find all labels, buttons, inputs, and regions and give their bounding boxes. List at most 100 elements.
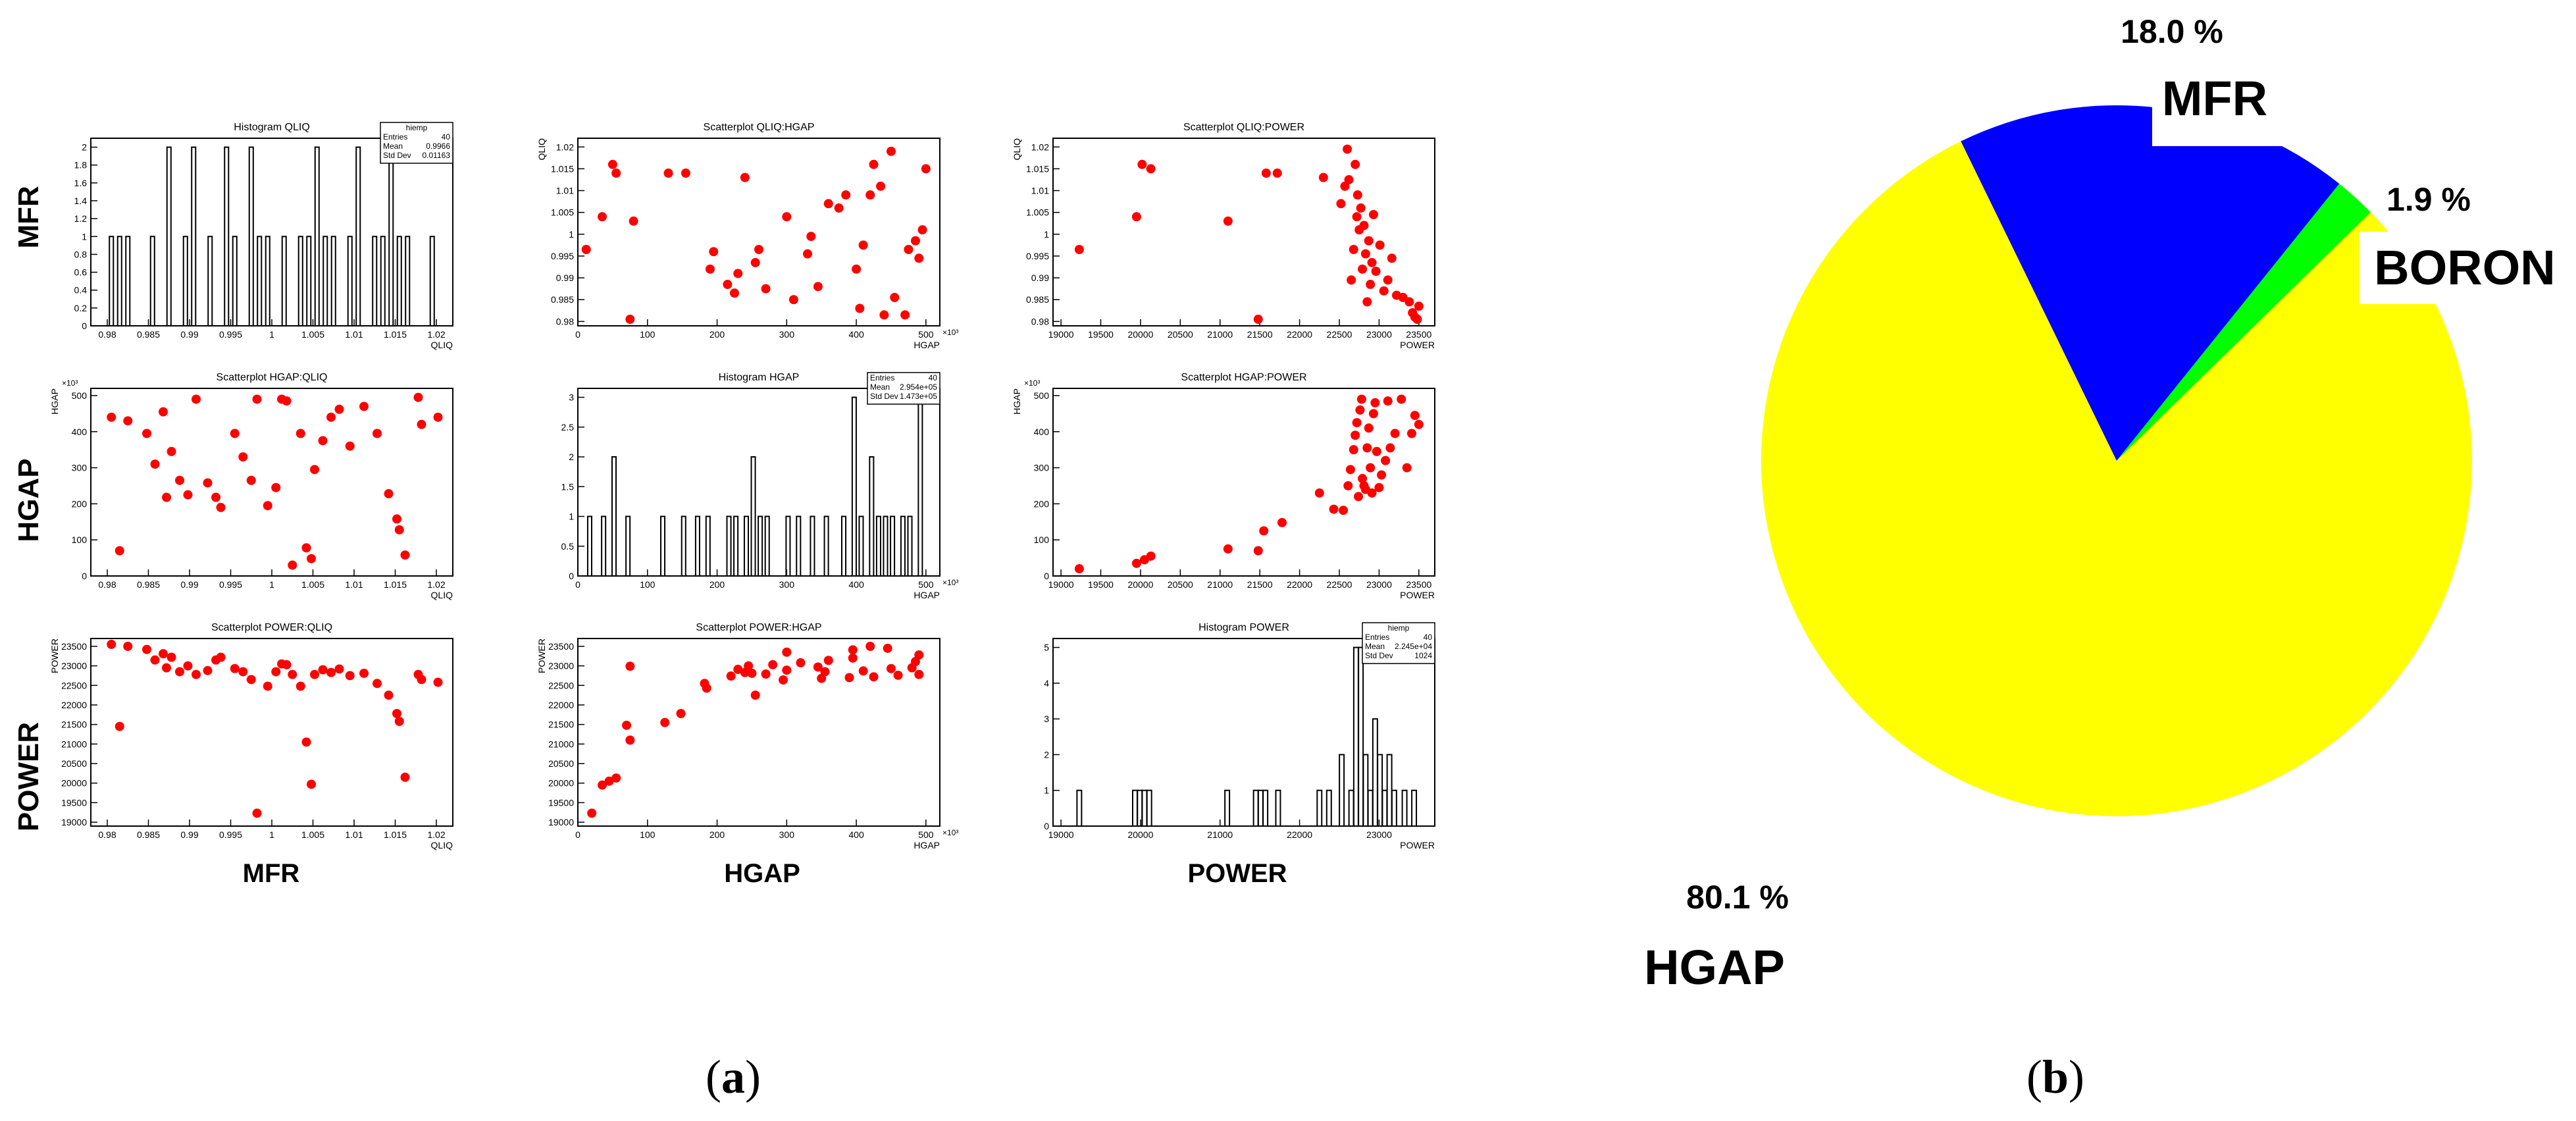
y-tick-label: 2 bbox=[82, 142, 87, 153]
histogram-bar bbox=[380, 236, 386, 326]
data-point bbox=[622, 720, 632, 730]
data-point bbox=[373, 679, 382, 689]
x-tick-label: 22500 bbox=[1327, 579, 1352, 590]
data-point bbox=[394, 525, 404, 534]
data-point bbox=[779, 675, 788, 685]
x-axis-label: HGAP bbox=[914, 340, 940, 350]
y-axis-label: QLIQ bbox=[1012, 138, 1022, 161]
data-point bbox=[203, 665, 213, 675]
data-point bbox=[910, 236, 920, 246]
data-point bbox=[587, 808, 597, 818]
data-point bbox=[834, 203, 844, 213]
data-point bbox=[307, 779, 316, 789]
x-multiplier: ×10³ bbox=[942, 578, 958, 587]
data-point bbox=[1349, 245, 1358, 255]
x-tick-label: 0.99 bbox=[180, 329, 198, 340]
histogram-bar bbox=[611, 456, 617, 577]
y-tick-label: 20500 bbox=[548, 758, 574, 769]
data-point bbox=[844, 673, 854, 683]
subplot-title: Histogram POWER bbox=[1198, 622, 1289, 633]
subplot-7: Scatterplot POWER:QLIQ 0.98 0.985 0.99 0.995… bbox=[49, 622, 453, 850]
x-tick-label: 20500 bbox=[1168, 329, 1193, 340]
histogram-bar bbox=[1076, 789, 1083, 827]
x-tick-label: 21500 bbox=[1247, 579, 1273, 590]
data-point bbox=[702, 683, 711, 693]
data-point bbox=[1345, 465, 1355, 475]
histogram-bar bbox=[224, 146, 230, 326]
stats-key: Std Dev bbox=[1365, 651, 1393, 660]
data-point bbox=[733, 269, 743, 278]
data-point bbox=[384, 691, 394, 700]
pie-name-mfr: MFR bbox=[2162, 71, 2267, 126]
histogram-bar bbox=[1377, 754, 1383, 827]
data-point bbox=[1390, 429, 1400, 438]
data-point bbox=[296, 429, 305, 438]
data-point bbox=[914, 669, 924, 679]
data-point bbox=[1223, 544, 1233, 554]
data-point bbox=[1360, 249, 1370, 259]
y-tick-label: 1.005 bbox=[551, 207, 574, 218]
histogram-bar bbox=[917, 396, 923, 577]
data-point bbox=[914, 650, 924, 660]
data-point bbox=[598, 212, 607, 222]
histogram-bar bbox=[810, 515, 815, 577]
data-point bbox=[307, 554, 316, 563]
stats-value: 2.954e+05 bbox=[900, 382, 937, 392]
x-tick-label: 21000 bbox=[1207, 579, 1233, 590]
data-point bbox=[1349, 445, 1358, 455]
stats-key: Entries bbox=[870, 373, 894, 382]
x-tick-label: 0.985 bbox=[137, 329, 160, 340]
x-tick-label: 1.005 bbox=[301, 579, 324, 590]
x-tick-label: 200 bbox=[709, 829, 725, 840]
x-tick-label: 0 bbox=[575, 329, 580, 340]
y-tick-label: 2 bbox=[1044, 749, 1049, 760]
x-axis-label: POWER bbox=[1400, 340, 1435, 350]
data-point bbox=[1366, 463, 1376, 473]
data-point bbox=[373, 429, 382, 438]
data-point bbox=[1359, 221, 1369, 230]
data-point bbox=[768, 660, 778, 669]
data-point bbox=[159, 407, 168, 417]
data-point bbox=[869, 159, 879, 169]
pie-slice-boron bbox=[2117, 184, 2371, 461]
y-tick-label: 1.01 bbox=[556, 186, 574, 196]
data-point bbox=[282, 660, 292, 669]
histogram-bar bbox=[355, 146, 361, 326]
histogram-bar bbox=[297, 236, 303, 326]
data-point bbox=[1351, 430, 1360, 440]
histogram-bar bbox=[1381, 789, 1388, 827]
x-tick-label: 20000 bbox=[1127, 829, 1153, 840]
y-tick-label: 1.02 bbox=[556, 142, 574, 152]
histogram-bar bbox=[785, 515, 791, 577]
data-point bbox=[581, 245, 591, 255]
y-tick-label: 300 bbox=[72, 463, 88, 473]
x-tick-label: 0.985 bbox=[137, 579, 160, 590]
stats-value: 0.9966 bbox=[426, 142, 450, 151]
data-point bbox=[345, 671, 355, 681]
data-point bbox=[162, 492, 171, 502]
y-multiplier: ×10³ bbox=[62, 378, 78, 388]
x-tick-label: 1.02 bbox=[427, 829, 445, 840]
col-label-hgap: HGAP bbox=[724, 859, 800, 888]
histogram-bar bbox=[890, 515, 896, 577]
x-tick-label: 23000 bbox=[1366, 329, 1392, 340]
data-point bbox=[883, 643, 892, 653]
data-point bbox=[729, 288, 739, 298]
x-tick-label: 20000 bbox=[1127, 579, 1153, 590]
x-tick-label: 22500 bbox=[1327, 329, 1352, 340]
x-tick-label: 0.995 bbox=[219, 579, 242, 590]
data-point bbox=[1387, 253, 1397, 263]
data-point bbox=[726, 671, 736, 681]
data-point bbox=[326, 667, 336, 677]
x-tick-label: 100 bbox=[640, 579, 656, 590]
stats-value: 1.473e+05 bbox=[900, 392, 937, 401]
data-point bbox=[841, 190, 851, 200]
y-tick-label: 1.8 bbox=[74, 160, 88, 170]
y-tick-label: 5 bbox=[1044, 642, 1049, 653]
data-point bbox=[1074, 245, 1084, 255]
row-label-hgap: HGAP bbox=[13, 458, 45, 542]
histogram-bar bbox=[306, 236, 312, 326]
x-tick-label: 20500 bbox=[1168, 579, 1193, 590]
plot-frame bbox=[90, 138, 453, 326]
